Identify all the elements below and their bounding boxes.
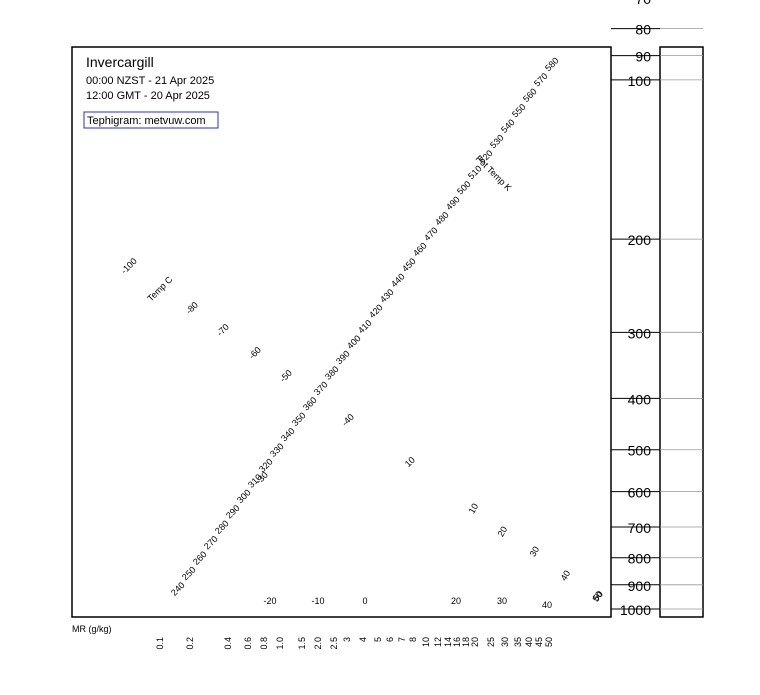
mixing-ratio-tick-label: 45	[534, 637, 544, 647]
mixing-ratio-tick-label: 6	[385, 637, 395, 642]
mixing-ratio-axis-label: MR (g/kg)	[72, 624, 112, 634]
mixing-ratio-tick-label: 0.4	[223, 637, 233, 650]
mixing-ratio-tick-label: 35	[513, 637, 523, 647]
credit-label: Tephigram: metvuw.com	[87, 115, 206, 127]
mixing-ratio-tick-label: 4	[358, 637, 368, 642]
station-title: Invercargill	[86, 54, 154, 70]
saturated-adiabat-label: 10	[467, 502, 481, 516]
isotherm-label: -20	[263, 596, 276, 606]
pressure-tick-label: 400	[628, 391, 652, 407]
mixing-ratio-tick-label: 50	[544, 637, 554, 647]
credit-box	[83, 111, 219, 129]
mixing-ratio-tick-label: 3	[342, 637, 352, 642]
mixing-ratio-tick-label: 0.2	[185, 637, 195, 650]
saturated-adiabat-label: 30	[528, 545, 542, 559]
wind-panel-gridlines	[660, 28, 703, 610]
mixing-ratio-tick-label: 16	[452, 637, 462, 647]
pressure-tick-label: 80	[635, 22, 651, 38]
pressure-tick-label: 90	[635, 49, 651, 65]
mixing-ratio-tick-label: 2.5	[329, 637, 339, 650]
mixing-ratio-tick-label: 30	[500, 637, 510, 647]
mixing-ratio-tick-label: 40	[524, 637, 534, 647]
saturated-adiabat-label: 20	[496, 525, 510, 539]
pressure-tick-label: 70	[635, 0, 651, 7]
isotherm-label: 0	[362, 596, 367, 606]
mixing-ratio-tick-label: 5	[373, 637, 383, 642]
isotherm-label: 20	[451, 596, 461, 606]
mixing-ratio-tick-label: 14	[443, 637, 453, 647]
saturated-adiabat-label: 50	[591, 590, 605, 604]
mixing-ratio-tick-label: 0.8	[259, 637, 269, 650]
mixing-ratio-tick-label: 25	[486, 637, 496, 647]
utc-time: 12:00 GMT - 20 Apr 2025	[86, 90, 210, 102]
pressure-tick-label: 700	[628, 520, 652, 536]
pressure-tick-label: 500	[628, 443, 652, 459]
pressure-tick-label: 200	[628, 232, 652, 248]
mixing-ratio-tick-label: 7	[397, 637, 407, 642]
mixing-ratio-axis: 0.1 0.2 0.4 0.6 0.8 1.0 1.5 2.0 2.5 3 4 5 6 7 8 10 12 14 1…	[155, 637, 554, 650]
pressure-tick-label: 300	[628, 325, 652, 341]
mixing-ratio-tick-label: 18	[461, 637, 471, 647]
mixing-ratio-tick-label: 12	[433, 637, 443, 647]
mixing-ratio-tick-label: 20	[470, 637, 480, 647]
isotherm-label: -10	[311, 596, 324, 606]
mixing-ratio-tick-label: 1.0	[275, 637, 285, 650]
isotherm-label: 30	[497, 596, 507, 606]
pressure-tick-label: 600	[628, 485, 652, 501]
pressure-tick-label: 900	[628, 578, 652, 594]
mixing-ratio-tick-label: 0.6	[243, 637, 253, 650]
local-time: 00:00 NZST - 21 Apr 2025	[86, 75, 214, 87]
pressure-tick-label: 800	[628, 551, 652, 567]
mixing-ratio-tick-label: 0.1	[155, 637, 165, 650]
mixing-ratio-tick-label: 2.0	[313, 637, 323, 650]
pressure-tick-label: 100	[628, 73, 652, 89]
mixing-ratio-tick-label: 1.5	[297, 637, 307, 650]
saturated-adiabat-label: 40	[559, 569, 573, 583]
isotherm-label: 40	[542, 600, 552, 610]
mixing-ratio-tick-label: 10	[421, 637, 431, 647]
mixing-ratio-tick-label: 8	[408, 637, 418, 642]
pressure-tick-label: 1000	[620, 602, 651, 618]
